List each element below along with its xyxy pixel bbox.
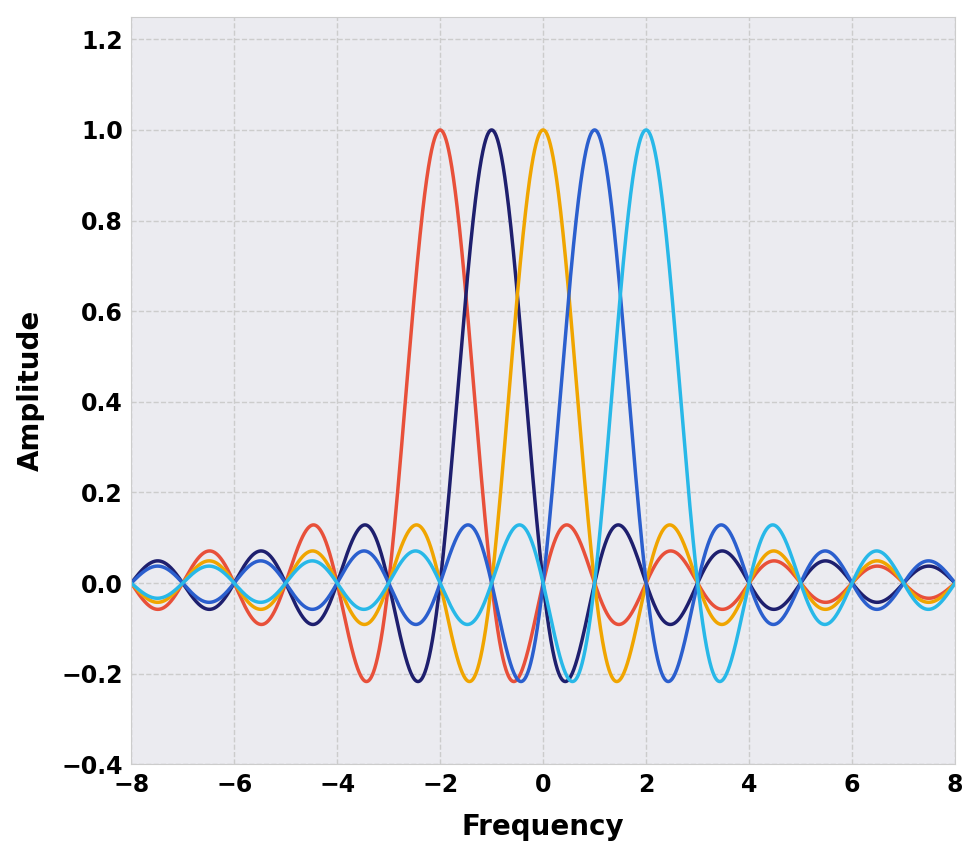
X-axis label: Frequency: Frequency	[462, 813, 624, 842]
Y-axis label: Amplitude: Amplitude	[17, 310, 45, 471]
